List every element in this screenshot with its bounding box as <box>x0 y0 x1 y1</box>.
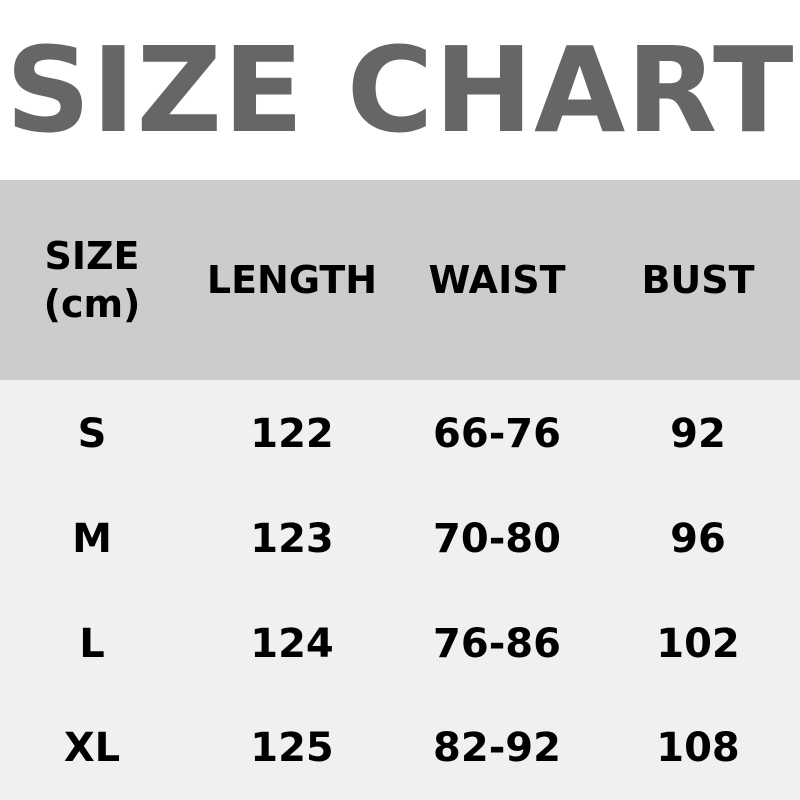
cell-waist: 70-80 <box>433 516 561 562</box>
cell-bust: 102 <box>656 621 740 667</box>
cell-size: S <box>77 411 107 457</box>
cell-bust: 96 <box>670 516 726 562</box>
cell-length: 123 <box>250 516 334 562</box>
chart-title: SIZE CHART <box>5 21 795 159</box>
header-size-label: SIZE <box>44 234 140 278</box>
cell-length: 125 <box>250 725 334 771</box>
header-waist: WAIST <box>428 258 566 302</box>
cell-length: 124 <box>250 621 334 667</box>
cell-length: 122 <box>250 411 334 457</box>
table-body: S 122 66-76 92 M 123 70-80 96 L 124 76-86 102 XL 125 8… <box>0 380 800 800</box>
table-header: SIZE (cm) LENGTH WAIST BUST <box>0 180 800 380</box>
cell-bust: 92 <box>670 411 726 457</box>
header-size-unit: (cm) <box>43 282 141 326</box>
header-length: LENGTH <box>206 258 378 302</box>
cell-bust: 108 <box>656 725 740 771</box>
cell-waist: 82-92 <box>433 725 561 771</box>
header-size: SIZE (cm) <box>44 232 141 328</box>
cell-waist: 66-76 <box>433 411 561 457</box>
cell-size: XL <box>63 725 121 771</box>
cell-waist: 76-86 <box>433 621 561 667</box>
cell-size: M <box>72 516 112 562</box>
header-bust: BUST <box>641 258 755 302</box>
cell-size: L <box>79 621 105 667</box>
